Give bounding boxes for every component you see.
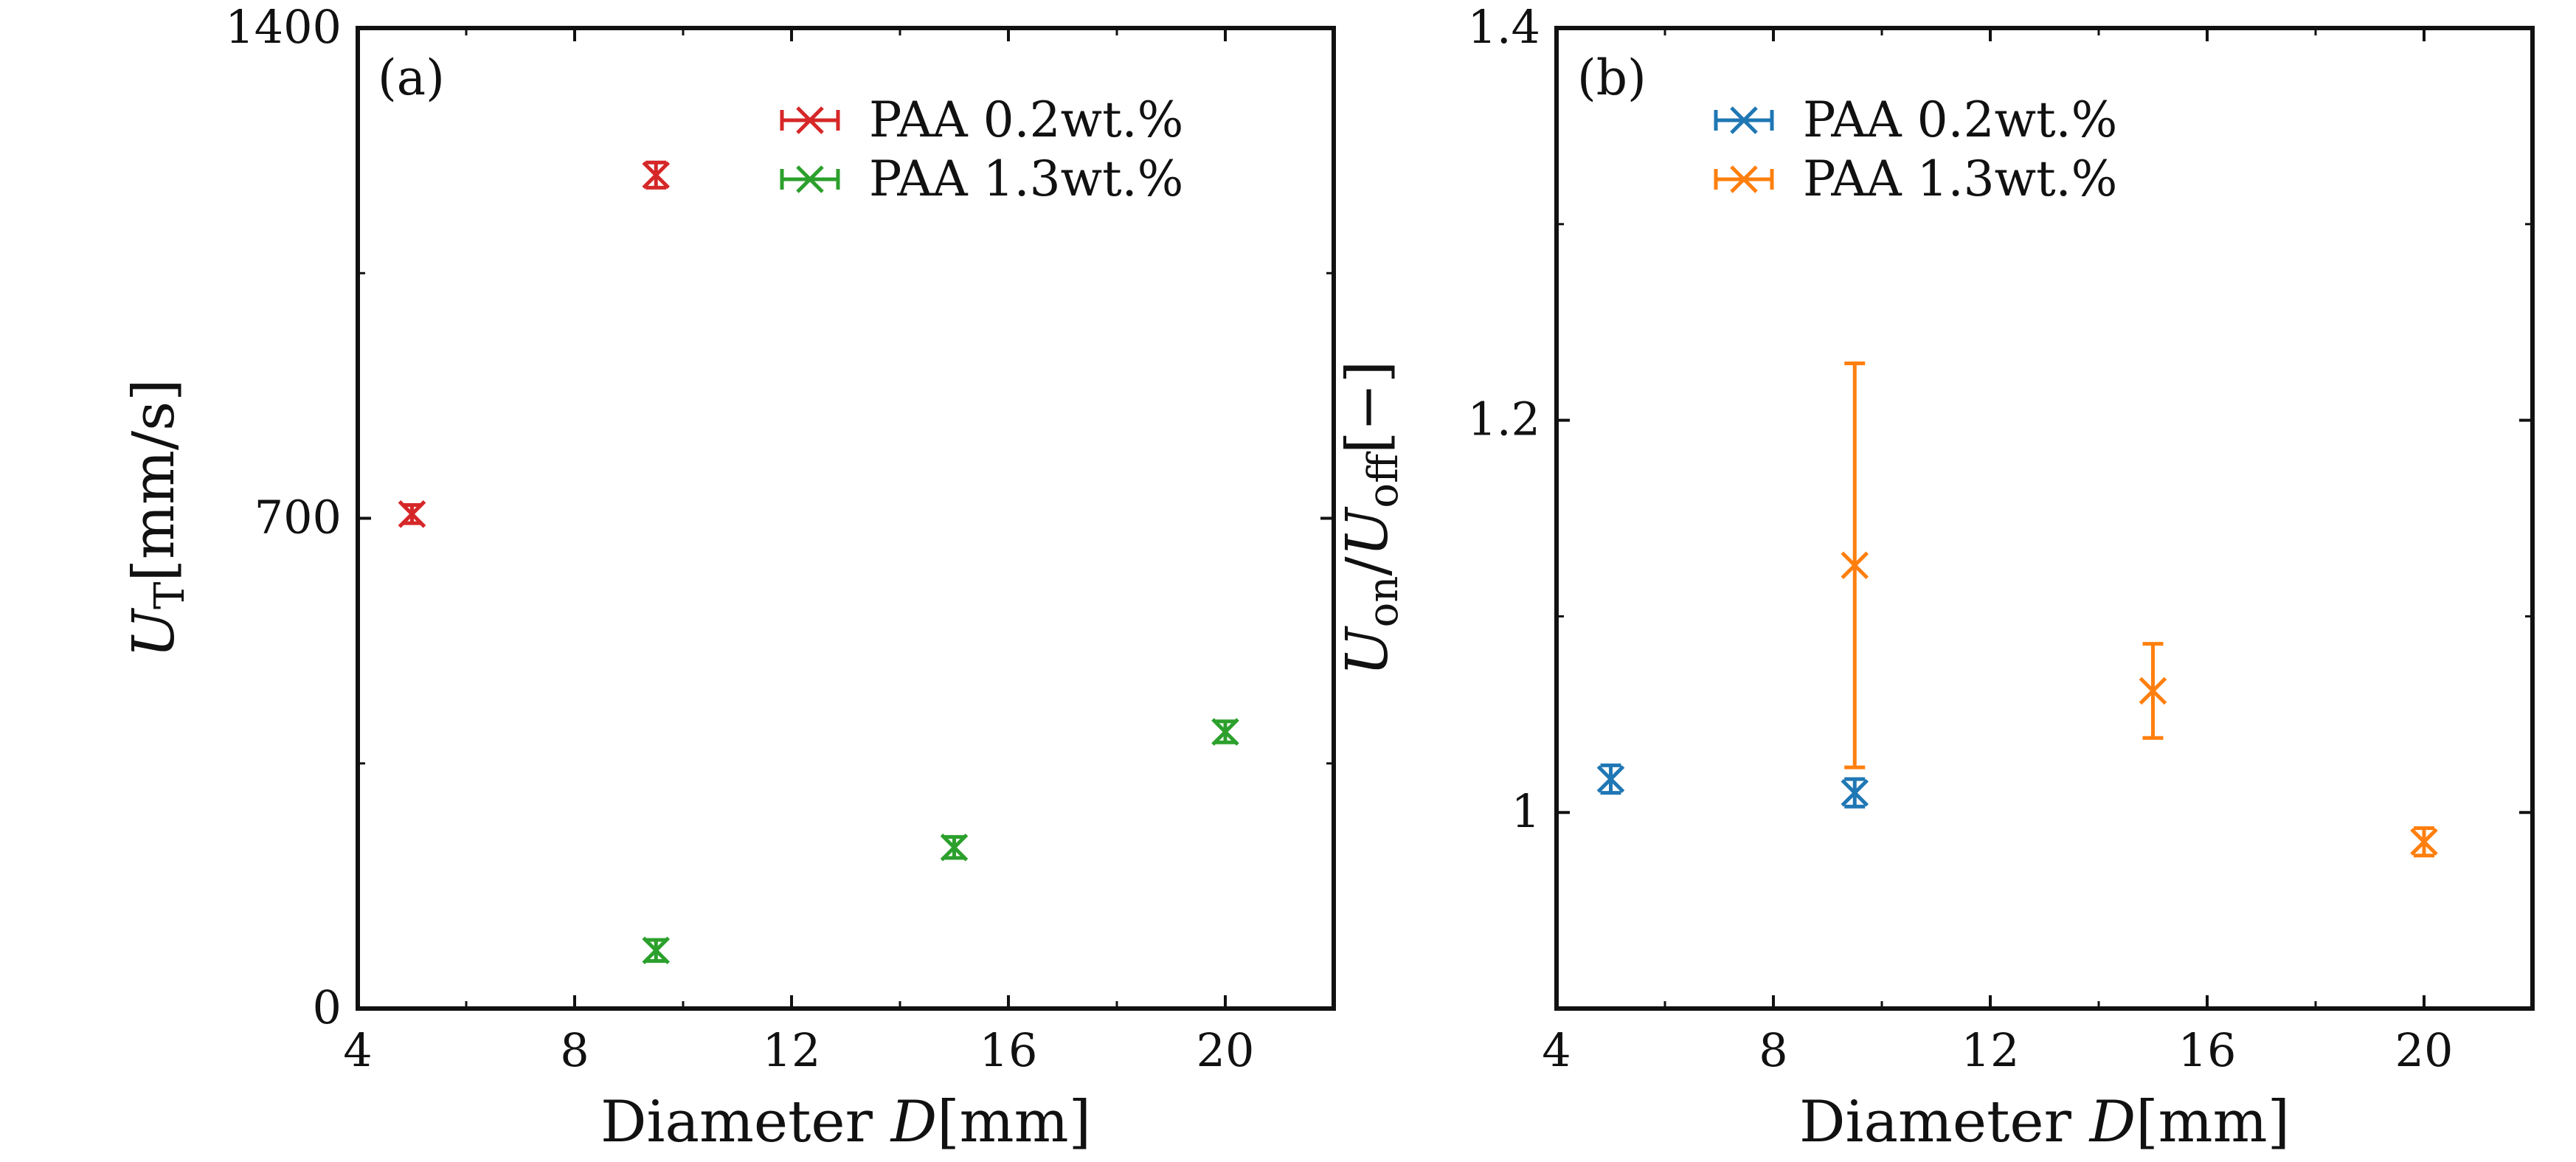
point-marker [1841, 778, 1869, 807]
point-marker [1841, 551, 1869, 580]
point-marker [1211, 718, 1239, 746]
x-axis-label: Diameter D[mm] [600, 1089, 1091, 1155]
panel-label: (b) [1577, 49, 1647, 106]
point-marker [1596, 765, 1625, 793]
legend-label: PAA 0.2wt.% [1803, 91, 2117, 148]
data-point [642, 160, 671, 190]
legend-entry-1: PAA 0.2wt.% [1714, 91, 2117, 148]
legend-marker [1730, 165, 1758, 193]
x-tick-label: 8 [560, 1023, 589, 1077]
y-axis-label: UT[mm/s] [121, 378, 194, 657]
point-marker [642, 161, 671, 190]
x-tick-label: 4 [1542, 1023, 1571, 1077]
marker-stroke [1730, 106, 1758, 134]
data-point [1211, 718, 1239, 746]
data-point [940, 833, 969, 862]
panel-a: 4 8 12 16 20 0 700 1400 Diameter D[mm] UT[mm/s] (a… [121, 0, 1336, 1155]
data-point [2139, 642, 2167, 740]
marker-stroke [1841, 551, 1869, 580]
legend-marker [796, 165, 824, 193]
marker-stroke [398, 500, 426, 528]
legend-marker [796, 106, 824, 134]
series-2 [1841, 362, 2438, 858]
y-axis-label: Uon/Uoff[−] [1334, 361, 1408, 676]
panel-label: (a) [378, 49, 445, 106]
x-tick-label: 12 [763, 1023, 821, 1077]
legend-label: PAA 1.3wt.% [1803, 151, 2117, 207]
legend-label: PAA 0.2wt.% [869, 91, 1183, 148]
x-tick-label: 4 [343, 1023, 372, 1077]
point-marker [2410, 828, 2438, 856]
marker-stroke [796, 106, 824, 134]
x-tick-label: 20 [1197, 1023, 1255, 1077]
x-tick-label: 12 [1962, 1023, 2020, 1077]
y-tick-label: 700 [255, 491, 342, 544]
x-tick-label: 8 [1759, 1023, 1787, 1077]
point-marker [940, 833, 969, 862]
data-point [398, 500, 426, 528]
x-tick-label: 16 [2178, 1023, 2237, 1077]
x-tick-label: 20 [2395, 1023, 2454, 1077]
data-point [2410, 826, 2438, 858]
legend-marker [1730, 106, 1758, 134]
point-marker [2139, 677, 2167, 705]
data-point [1596, 763, 1625, 795]
point-marker [398, 500, 426, 528]
marker-stroke [796, 165, 824, 193]
marker-stroke [2410, 828, 2438, 856]
y-tick-label: 1.4 [1467, 0, 1540, 54]
marker-stroke [1841, 778, 1869, 807]
panel-b: 4 8 12 16 20 1 1.2 1.4 Diameter D[mm] Uon/Uoff[−]… [1334, 0, 2535, 1155]
point-marker [642, 936, 671, 964]
y-tick-label: 1.2 [1467, 392, 1540, 446]
series-1 [398, 160, 671, 528]
y-tick-label: 1400 [225, 0, 342, 54]
legend-entry-2: PAA 1.3wt.% [1714, 151, 2117, 207]
x-axis-label: Diameter D[mm] [1799, 1089, 2290, 1155]
plot-frame [356, 26, 1336, 1011]
series-1 [1596, 763, 1869, 809]
plot-frame [1554, 26, 2535, 1011]
series-2 [642, 718, 1239, 964]
marker-stroke [642, 161, 671, 190]
legend-label: PAA 1.3wt.% [869, 151, 1183, 207]
marker-stroke [1211, 718, 1239, 746]
x-tick-label: 16 [980, 1023, 1038, 1077]
y-tick-label: 0 [313, 981, 342, 1034]
marker-stroke [940, 833, 969, 862]
data-point [1841, 362, 1869, 770]
legend-entry-1: PAA 0.2wt.% [780, 91, 1183, 148]
marker-stroke [1596, 765, 1625, 793]
y-tick-label: 1 [1512, 784, 1540, 838]
data-point [642, 936, 671, 964]
marker-stroke [2139, 677, 2167, 705]
marker-stroke [642, 936, 671, 964]
legend-entry-2: PAA 1.3wt.% [780, 151, 1183, 207]
data-point [1841, 777, 1869, 809]
marker-stroke [1730, 165, 1758, 193]
